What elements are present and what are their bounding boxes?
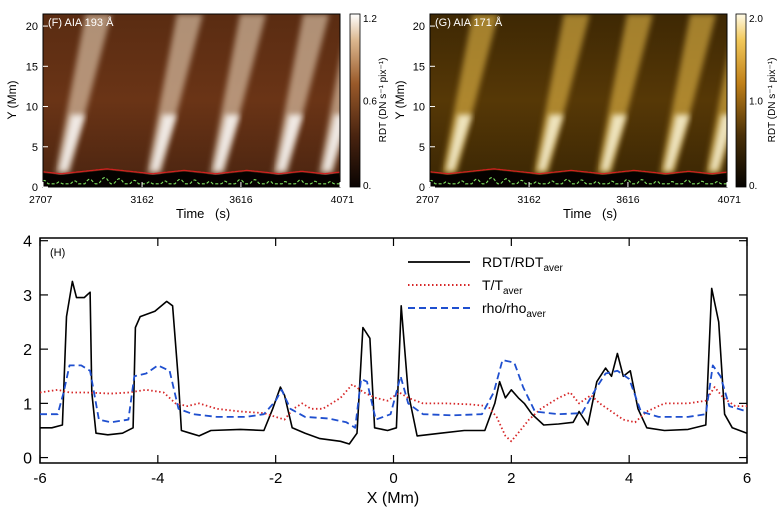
x-tick-label: 3616 bbox=[229, 194, 253, 206]
y-tick-label: 15 bbox=[26, 61, 38, 73]
bright-streak-core bbox=[537, 114, 564, 171]
heatmap-f-frame bbox=[42, 13, 341, 188]
heatmap-f-axes: 0 5 10 15 20 2707 3162 3616 4071 bbox=[26, 21, 354, 206]
panel-g-xunit: (s) bbox=[602, 206, 617, 221]
y-tick-label: 10 bbox=[26, 102, 38, 114]
y-tick-label: 0 bbox=[419, 182, 425, 194]
x-tick-label: 0 bbox=[389, 470, 397, 487]
y-tick-label: 20 bbox=[26, 21, 38, 33]
colorbar-tick-label: 0. bbox=[363, 181, 371, 192]
bright-streak-core bbox=[446, 114, 473, 171]
y-tick-label: 2 bbox=[23, 342, 32, 359]
colorbar-tick-label: 1.0 bbox=[749, 97, 763, 108]
panel-f-ylabel: Y (Mm) bbox=[5, 80, 19, 119]
x-tick-label: 2707 bbox=[416, 194, 440, 206]
colorbar-g-label: RDT (DN s⁻¹ pix⁻¹) bbox=[767, 58, 778, 143]
colorbar-g bbox=[735, 13, 747, 188]
colorbar-tick-label: 1.2 bbox=[363, 14, 377, 25]
legend-label: rho/rhoaver bbox=[482, 300, 546, 320]
panel-g: 0 5 10 15 20 2707 3162 3616 4071 (G) AIA 171 Å Y… bbox=[393, 13, 778, 221]
colorbar-g-ticks: 2.0 1.0 0. bbox=[749, 14, 763, 192]
panel-h: 0 1 2 3 4 -6 -4 -2 0 2 4 6 (H) X (Mm) RDT/RDTaver T/… bbox=[23, 234, 751, 507]
bright-streak-core bbox=[663, 114, 690, 171]
panel-f: 0 5 10 15 20 2707 3162 3616 4071 (F) AIA 193 Å Y… bbox=[5, 13, 389, 221]
series-line-2 bbox=[40, 359, 748, 429]
dark-lower-region bbox=[43, 170, 340, 187]
colorbar-tick-label: 0. bbox=[749, 181, 757, 192]
y-tick-label: 1 bbox=[23, 396, 32, 413]
line-plot-legend: RDT/RDTaver T/Taver rho/rhoaver bbox=[408, 254, 564, 320]
x-tick-label: 4071 bbox=[331, 194, 355, 206]
panel-f-xunit: (s) bbox=[215, 206, 230, 221]
panel-f-xlabel: Time bbox=[176, 206, 204, 221]
colorbar-tick-label: 2.0 bbox=[749, 14, 763, 25]
y-tick-label: 15 bbox=[413, 61, 425, 73]
x-tick-label: 3162 bbox=[517, 194, 541, 206]
colorbar-f bbox=[349, 13, 361, 188]
heatmap-g-frame bbox=[429, 13, 728, 188]
y-tick-label: 0 bbox=[23, 451, 32, 468]
x-tick-label: -4 bbox=[151, 470, 164, 487]
panel-g-xlabel: Time bbox=[563, 206, 591, 221]
x-tick-label: 6 bbox=[743, 470, 751, 487]
panel-f-label: (F) AIA 193 Å bbox=[48, 16, 114, 29]
heatmap-f bbox=[43, 14, 340, 187]
x-tick-label: 4 bbox=[625, 470, 633, 487]
panel-h-label: (H) bbox=[50, 247, 65, 259]
colorbar-f-label: RDT (DN s⁻¹ pix⁻¹) bbox=[378, 58, 389, 143]
x-tick-label: 2 bbox=[507, 470, 515, 487]
x-tick-label: 4071 bbox=[718, 194, 742, 206]
dark-lower-region bbox=[430, 170, 727, 187]
x-tick-label: -2 bbox=[269, 470, 282, 487]
green-dashed-contour bbox=[43, 177, 340, 185]
red-boundary-contour bbox=[43, 168, 340, 175]
y-tick-label: 5 bbox=[419, 142, 425, 154]
red-boundary-contour bbox=[430, 168, 727, 175]
colorbar-tick-label: 0.6 bbox=[363, 97, 377, 108]
panel-g-ylabel: Y (Mm) bbox=[393, 80, 407, 119]
legend-label: RDT/RDTaver bbox=[482, 254, 564, 274]
panel-h-xlabel: X (Mm) bbox=[367, 490, 419, 507]
bright-streak-core bbox=[709, 114, 727, 171]
series-line-0 bbox=[40, 280, 748, 445]
bright-streak-core bbox=[59, 114, 86, 171]
x-tick-label: 3162 bbox=[130, 194, 154, 206]
series-line-1 bbox=[39, 383, 747, 443]
colorbar-f-ticks: 1.2 0.6 0. bbox=[363, 14, 377, 192]
y-tick-label: 3 bbox=[23, 288, 32, 305]
y-tick-label: 0 bbox=[32, 182, 38, 194]
line-plot-series bbox=[39, 280, 748, 445]
y-tick-label: 20 bbox=[413, 21, 425, 33]
green-dashed-contour bbox=[430, 177, 727, 185]
panel-g-label: (G) AIA 171 Å bbox=[435, 16, 503, 29]
heatmap-g bbox=[430, 14, 727, 187]
line-plot-axes: 0 1 2 3 4 -6 -4 -2 0 2 4 6 bbox=[23, 234, 751, 487]
x-tick-label: 2707 bbox=[29, 194, 53, 206]
y-tick-label: 5 bbox=[32, 142, 38, 154]
x-tick-label: -6 bbox=[33, 470, 46, 487]
y-tick-label: 10 bbox=[413, 102, 425, 114]
bright-streak-core bbox=[213, 114, 240, 171]
bright-streak-core bbox=[276, 114, 303, 171]
bright-streak-core bbox=[150, 114, 177, 171]
bright-streak-core bbox=[600, 114, 627, 171]
x-tick-label: 3616 bbox=[616, 194, 640, 206]
y-tick-label: 4 bbox=[23, 234, 32, 251]
bright-streak-core bbox=[322, 114, 340, 171]
line-plot-frame bbox=[39, 237, 748, 464]
legend-label: T/Taver bbox=[482, 277, 523, 297]
heatmap-g-axes: 0 5 10 15 20 2707 3162 3616 4071 bbox=[413, 21, 741, 206]
